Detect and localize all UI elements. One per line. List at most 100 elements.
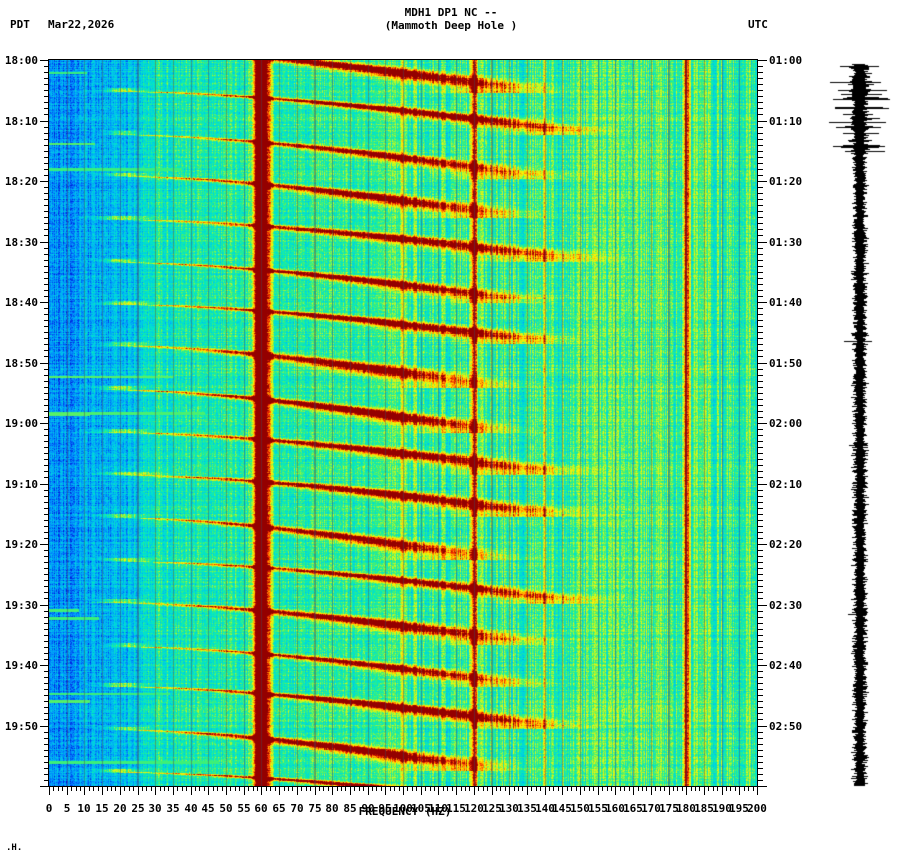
time-label-right: 02:30 <box>769 599 803 612</box>
freq-tick-major <box>279 786 280 795</box>
freq-label: 15 <box>95 802 109 815</box>
freq-label: 115 <box>446 802 466 815</box>
time-tick-minor-right <box>758 145 763 146</box>
time-tick-minor-left <box>44 326 49 327</box>
time-tick-minor-right <box>758 701 763 702</box>
time-tick-minor-right <box>758 66 763 67</box>
freq-tick-minor <box>540 786 541 791</box>
freq-tick-minor <box>660 786 661 791</box>
time-tick-major-left <box>40 726 49 727</box>
time-tick-major-left <box>40 363 49 364</box>
time-tick-minor-left <box>44 114 49 115</box>
freq-tick-major <box>598 786 599 795</box>
time-tick-minor-left <box>44 689 49 690</box>
freq-tick-minor <box>328 786 329 791</box>
freq-tick-minor <box>624 786 625 791</box>
time-label-right: 02:00 <box>769 417 803 430</box>
freq-tick-minor <box>381 786 382 791</box>
freq-tick-minor <box>124 786 125 791</box>
time-tick-minor-right <box>758 187 763 188</box>
time-tick-minor-left <box>44 756 49 757</box>
freq-tick-minor <box>589 786 590 791</box>
time-tick-minor-left <box>44 320 49 321</box>
time-label-left: 18:20 <box>4 175 38 188</box>
freq-label: 20 <box>113 802 127 815</box>
freq-tick-major <box>615 786 616 795</box>
time-tick-minor-left <box>44 732 49 733</box>
freq-tick-minor <box>412 786 413 791</box>
time-tick-minor-right <box>758 459 763 460</box>
freq-tick-minor <box>496 786 497 791</box>
time-label-left: 19:10 <box>4 478 38 491</box>
freq-tick-minor <box>337 786 338 791</box>
time-tick-minor-right <box>758 78 763 79</box>
freq-tick-minor <box>235 786 236 791</box>
freq-label: 165 <box>623 802 643 815</box>
time-tick-minor-right <box>758 205 763 206</box>
freq-tick-major <box>173 786 174 795</box>
time-label-left: 19:50 <box>4 720 38 733</box>
time-tick-minor-right <box>758 114 763 115</box>
freq-tick-minor <box>629 786 630 791</box>
time-axis-right <box>757 60 758 786</box>
freq-tick-minor <box>133 786 134 791</box>
spectrogram-panel[interactable] <box>49 60 757 786</box>
time-tick-minor-left <box>44 750 49 751</box>
freq-tick-minor <box>452 786 453 791</box>
time-tick-major-right <box>758 786 767 787</box>
freq-tick-major <box>757 786 758 795</box>
time-tick-minor-left <box>44 338 49 339</box>
time-tick-minor-left <box>44 629 49 630</box>
freq-tick-minor <box>677 786 678 791</box>
time-tick-minor-right <box>758 502 763 503</box>
time-tick-minor-right <box>758 260 763 261</box>
date-label: Mar22,2026 <box>48 18 115 31</box>
time-tick-minor-left <box>44 66 49 67</box>
freq-tick-major <box>120 786 121 795</box>
time-label-left: 18:30 <box>4 236 38 249</box>
time-label-left: 18:50 <box>4 357 38 370</box>
time-tick-minor-left <box>44 744 49 745</box>
freq-tick-minor <box>655 786 656 791</box>
freq-tick-minor <box>394 786 395 791</box>
freq-tick-major <box>350 786 351 795</box>
time-tick-minor-left <box>44 538 49 539</box>
time-tick-minor-right <box>758 108 763 109</box>
time-tick-minor-right <box>758 774 763 775</box>
freq-tick-major <box>545 786 546 795</box>
time-tick-minor-left <box>44 429 49 430</box>
freq-tick-minor <box>713 786 714 791</box>
freq-tick-minor <box>310 786 311 791</box>
freq-tick-minor <box>522 786 523 791</box>
freq-tick-major <box>191 786 192 795</box>
freq-label: 190 <box>712 802 732 815</box>
freq-label: 40 <box>184 802 198 815</box>
time-tick-minor-right <box>758 471 763 472</box>
freq-label: 150 <box>570 802 590 815</box>
time-tick-minor-left <box>44 502 49 503</box>
freq-tick-minor <box>306 786 307 791</box>
time-tick-minor-right <box>758 520 763 521</box>
time-tick-minor-left <box>44 248 49 249</box>
time-tick-minor-right <box>758 689 763 690</box>
time-label-right: 01:50 <box>769 357 803 370</box>
freq-tick-major <box>155 786 156 795</box>
time-tick-minor-right <box>758 574 763 575</box>
seismogram-trace-panel[interactable] <box>820 58 898 788</box>
time-tick-major-left <box>40 786 49 787</box>
time-tick-minor-right <box>758 429 763 430</box>
time-tick-minor-left <box>44 562 49 563</box>
freq-tick-minor <box>372 786 373 791</box>
time-tick-minor-right <box>758 175 763 176</box>
time-tick-minor-left <box>44 598 49 599</box>
time-tick-minor-left <box>44 441 49 442</box>
page-subtitle: (Mammoth Deep Hole ) <box>384 19 518 32</box>
time-tick-minor-right <box>758 157 763 158</box>
time-tick-minor-right <box>758 683 763 684</box>
freq-label: 75 <box>308 802 322 815</box>
time-tick-minor-left <box>44 369 49 370</box>
freq-tick-minor <box>465 786 466 791</box>
freq-tick-minor <box>425 786 426 791</box>
time-tick-minor-right <box>758 229 763 230</box>
time-tick-minor-left <box>44 356 49 357</box>
